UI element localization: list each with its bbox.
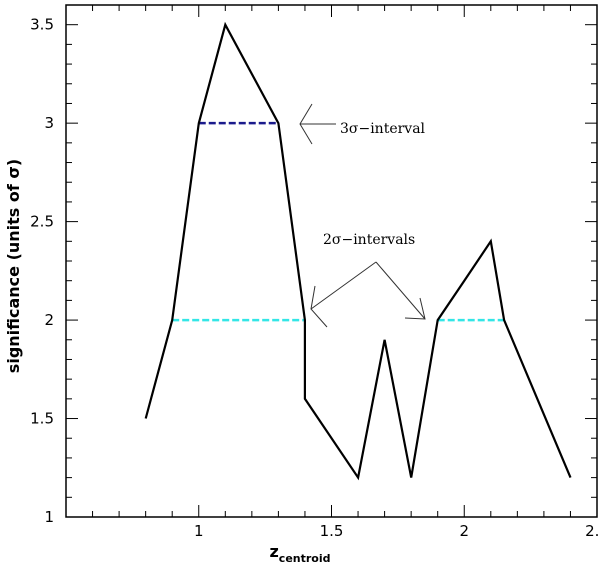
y-tick-label: 2 (44, 311, 54, 329)
x-tick-label: 2.5 (585, 522, 600, 540)
annotation-2sigma: 2σ−intervals (323, 232, 415, 248)
arrow-3sigma (299, 103, 336, 145)
annotation-3sigma: 3σ−interval (340, 121, 426, 137)
y-tick-label: 2.5 (30, 213, 54, 231)
axis-ticks (65, 4, 598, 518)
x-axis-title-main: z (269, 542, 278, 561)
x-tick-label: 2 (459, 522, 469, 540)
tick-labels: 1 1.5 2 2.5 1 1.5 2 2.5 3 3.5 (30, 16, 600, 540)
x-axis-title-subscript: centroid (279, 552, 331, 565)
arrow-2sigma-left (310, 261, 377, 328)
y-tick-label: 1.5 (30, 410, 54, 428)
y-tick-label: 3.5 (30, 16, 54, 34)
plot-frame (65, 4, 598, 518)
series-line (144, 21, 572, 481)
y-axis-title: significance (units of σ) (4, 159, 23, 373)
x-tick-label: 1.5 (320, 522, 344, 540)
y-tick-label: 1 (44, 508, 54, 526)
interval-lines (172, 121, 505, 322)
series-lines (144, 21, 572, 481)
y-tick-label: 3 (44, 114, 54, 132)
arrow-2sigma-right (375, 261, 426, 320)
annotations: 3σ−interval 2σ−intervals (299, 103, 426, 328)
x-axis-title: zcentroid (269, 542, 330, 565)
x-tick-label: 1 (194, 522, 204, 540)
